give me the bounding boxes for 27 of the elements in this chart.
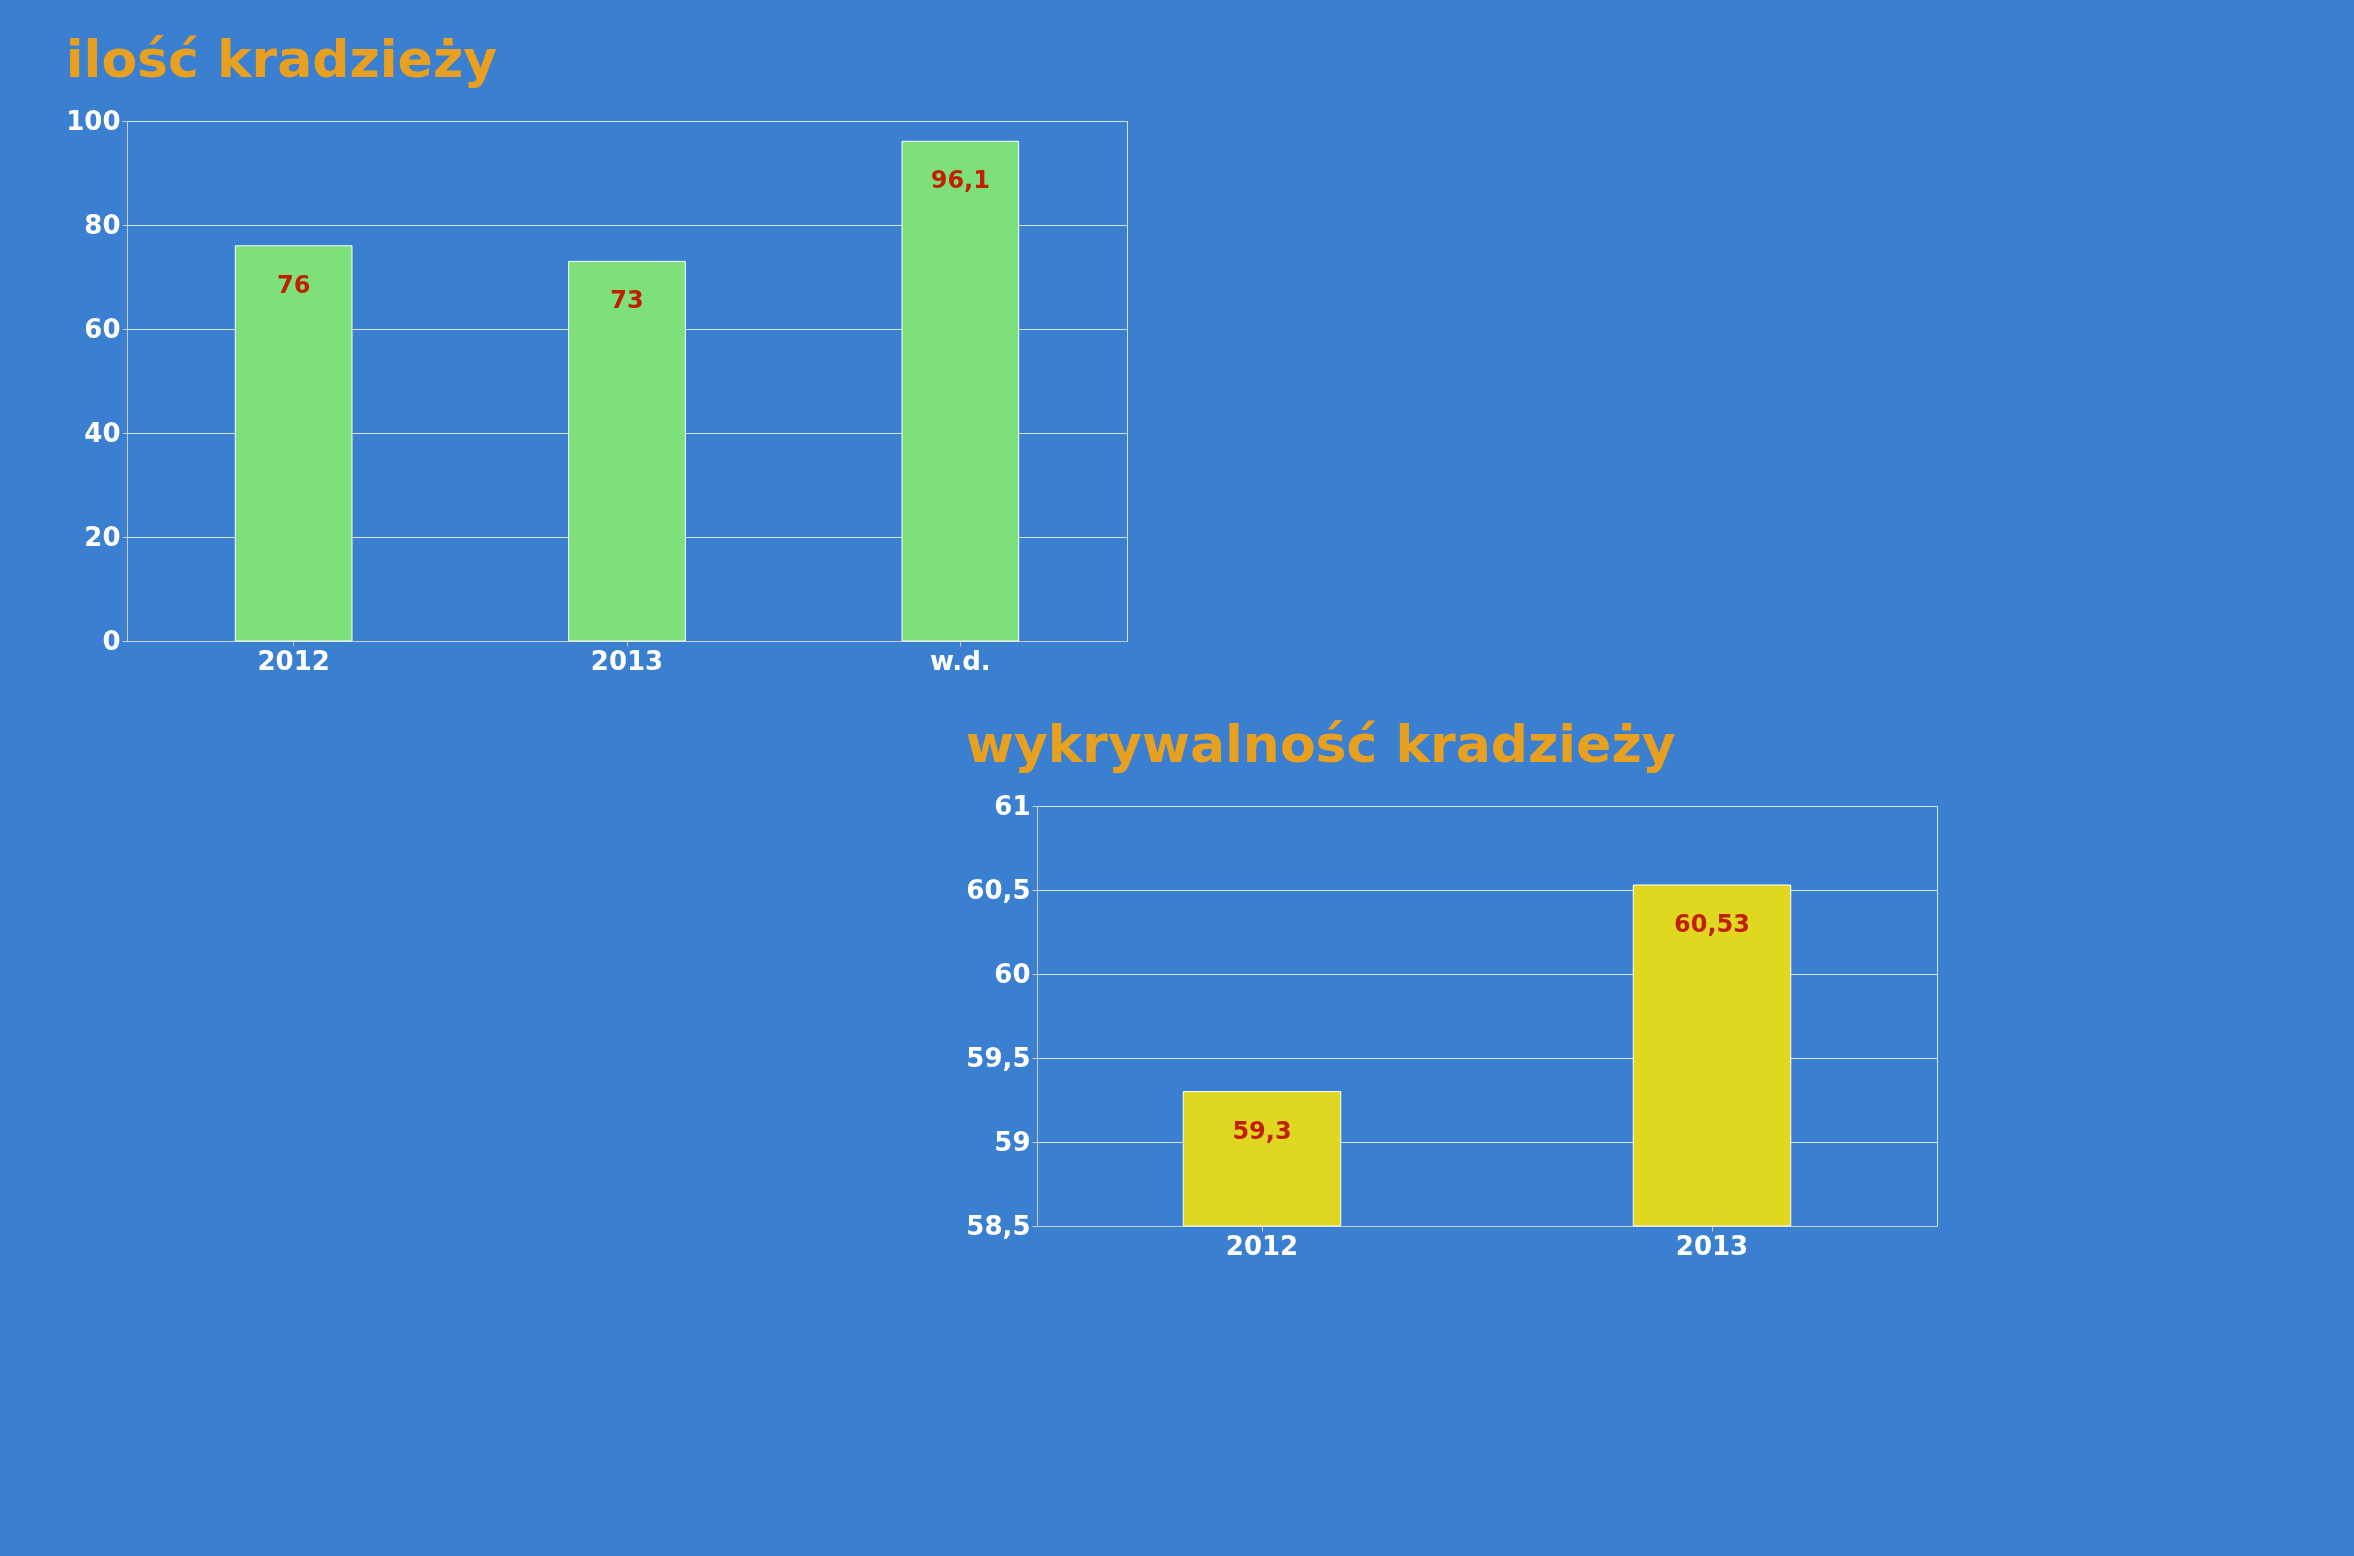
y-tick-label: 59,5 [966,1042,1031,1073]
x-tick-label: 2012 [1225,1230,1299,1261]
chart-title: wykrywalność kradzieży [965,714,1676,774]
y-tick-label: 60,5 [966,874,1031,905]
y-tick-label: 61 [994,790,1031,821]
x-tick-label: 2012 [257,645,330,676]
bar [234,245,353,642]
data-label: 73 [610,286,644,315]
y-tick-label: 59 [994,1126,1031,1157]
data-label: 59,3 [1232,1116,1292,1145]
y-tick-label: 60 [994,958,1031,989]
bar [568,260,686,642]
y-tick-label: 100 [66,105,121,136]
data-label: 60,53 [1674,909,1750,938]
x-tick-label: 2013 [590,645,664,676]
data-label: 96,1 [930,166,990,195]
y-tick-label: 60 [84,313,121,344]
bar [901,140,1020,642]
y-tick-label: 58,5 [966,1210,1031,1241]
x-tick-label: 2013 [1675,1230,1749,1261]
data-label: 76 [276,270,311,299]
x-tick-label: w.d. [929,645,991,676]
y-tick-label: 40 [84,417,121,448]
y-tick-label: 0 [102,625,121,656]
chart-title: ilość kradzieży [65,29,498,89]
y-tick-label: 80 [84,209,121,240]
y-tick-label: 20 [84,521,121,552]
